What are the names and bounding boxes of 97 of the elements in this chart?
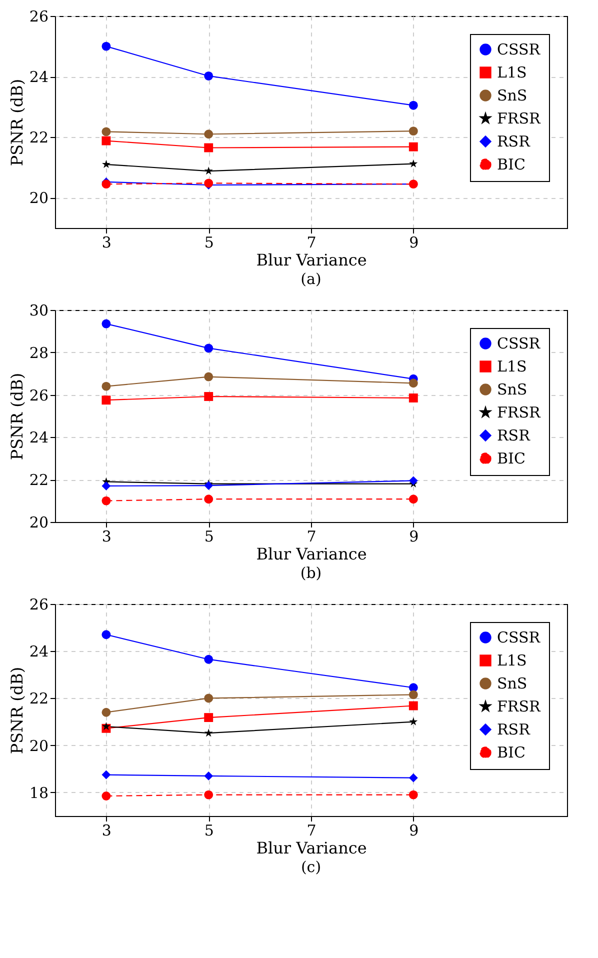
point [408,378,418,388]
point [102,496,111,506]
point [102,382,111,391]
legend-label: BIC [497,744,526,762]
point [102,770,111,780]
x-tick-label: 7 [306,234,316,252]
point [102,136,111,146]
y-tick-label: 30 [29,302,48,320]
text: (c) [300,858,322,876]
point [204,771,214,780]
x-axis-title: Blur Variance [256,250,367,270]
x-axis-title: Blur Variance [256,838,367,858]
x-tick-label: 7 [306,528,316,546]
point [204,728,213,737]
x-tick-label: 9 [409,234,419,252]
x-tick-label: 9 [409,528,419,546]
legend-label: FRSR [497,698,541,716]
legend-label: CSSR [497,334,541,352]
point [408,394,418,402]
point [204,143,214,152]
x-tick-label: 3 [102,822,112,840]
point [204,344,214,353]
legend-label: BIC [497,156,526,174]
y-axis-title: PSNR (dB) [7,666,26,754]
point [408,100,418,110]
point [102,42,111,51]
y-tick-label: 24 [29,428,48,447]
y-tick-label: 26 [29,8,48,26]
x-tick-label: 9 [409,822,419,840]
point [408,790,418,800]
point [409,717,418,726]
y-tick-label: 22 [29,128,48,147]
point [408,142,418,152]
point [204,166,213,175]
x-tick-label: 5 [204,822,214,840]
point [204,494,214,504]
point [408,773,418,782]
y-tick-label: 28 [29,344,48,362]
point [102,127,111,136]
point [204,654,214,664]
x-tick-label: 5 [204,234,214,252]
legend-label: BIC [497,450,526,468]
text: (a) [300,270,322,288]
legend-label: CSSR [497,628,541,646]
x-tick-label: 3 [102,234,112,252]
point [102,481,111,490]
legend-label: L1S [497,64,527,82]
point [102,792,111,800]
y-tick-label: 22 [29,690,48,708]
point [204,790,214,800]
y-tick-label: 24 [29,642,48,661]
point [204,481,214,490]
legend-label: FRSR [497,110,541,128]
legend-label: FRSR [497,404,541,422]
x-tick-label: 7 [306,822,316,840]
legend-label: L1S [497,358,527,376]
legend-label: SnS [497,380,528,398]
point [102,319,111,328]
point [408,476,418,486]
y-tick-label: 22 [29,471,48,490]
point [102,722,110,730]
point [409,159,418,168]
point [102,630,111,640]
x-tick-label: 5 [204,528,214,546]
point [102,396,111,405]
y-axis-title: PSNR (dB) [7,372,26,460]
y-axis-title: PSNR (dB) [7,78,26,166]
legend-label: SnS [497,86,528,104]
legend-label: RSR [497,720,531,738]
point [408,690,418,700]
legend-label: RSR [497,426,531,444]
y-tick-label: 20 [29,514,48,532]
y-tick-label: 20 [29,736,48,755]
y-tick-label: 26 [29,596,48,614]
point [102,180,111,189]
point [408,701,418,710]
point [408,494,418,504]
y-tick-label: 20 [29,189,48,208]
legend-label: L1S [497,652,527,670]
point [408,126,418,136]
y-tick-label: 26 [29,386,48,404]
y-tick-label: 24 [29,68,48,86]
point [102,160,110,168]
point [204,130,214,139]
point [204,713,214,722]
text: (b) [300,564,322,582]
y-tick-label: 18 [29,784,48,802]
point [204,72,214,80]
point [204,694,214,703]
legend-label: CSSR [497,40,541,58]
legend-label: SnS [497,674,528,692]
point [204,392,214,401]
legend-label: RSR [497,132,531,150]
x-axis-title: Blur Variance [256,544,367,564]
x-tick-label: 3 [102,528,112,546]
point [102,708,111,717]
point [204,372,214,382]
